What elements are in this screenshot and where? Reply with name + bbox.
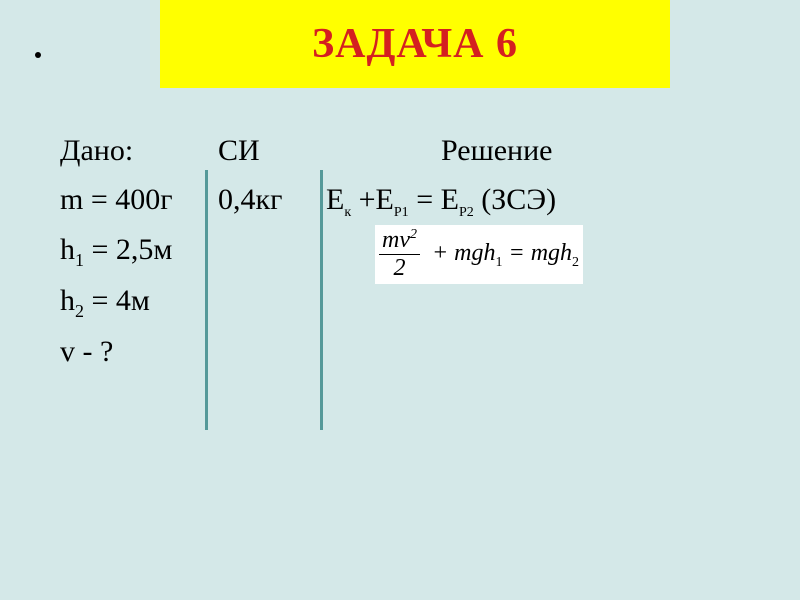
given-h2: h2 = 4м: [30, 278, 218, 325]
fraction-bottom: 2: [379, 255, 420, 282]
h1-value: = 2,5м: [84, 233, 172, 266]
row-headers: Дано: СИ Решение: [30, 128, 780, 173]
label-si: СИ: [218, 128, 326, 173]
eq-sub-p2: Р2: [459, 205, 474, 220]
h2-value: = 4м: [84, 284, 150, 317]
frac-exp: 2: [410, 227, 417, 242]
row-h2: h2 = 4м: [30, 278, 780, 325]
formula-middle: + mgh: [426, 240, 496, 266]
eq-E1: Е: [326, 183, 344, 216]
given-mass: m = 400г: [30, 177, 218, 223]
label-solution: Решение: [326, 128, 552, 173]
si-mass: 0,4кг: [218, 177, 326, 223]
formula-sub2: 2: [572, 255, 579, 270]
formula-sub1: 1: [496, 255, 503, 270]
fraction-top: mv2: [379, 227, 420, 255]
given-h1: h1 = 2,5м: [30, 227, 218, 274]
h2-prefix: h: [60, 284, 75, 317]
header-title: ЗАДАЧА 6: [312, 20, 518, 68]
formula-equals: = mgh: [503, 240, 573, 266]
h2-sub: 2: [75, 301, 84, 321]
header-banner: ЗАДАЧА 6: [160, 0, 670, 88]
eq-equals: = Е: [409, 183, 459, 216]
eq-plus: +Е: [351, 183, 394, 216]
formula-box: mv2 2 + mgh1 = mgh2: [375, 225, 583, 284]
h1-sub: 1: [75, 250, 84, 270]
row-v: v - ?: [30, 329, 780, 374]
divider-1: [205, 170, 208, 430]
energy-equation: Ек +ЕР1 = ЕР2 (ЗСЭ): [326, 177, 556, 223]
eq-sub-p1: Р1: [394, 205, 409, 220]
formula-fraction: mv2 2: [379, 227, 420, 282]
given-v: v - ?: [30, 329, 218, 374]
eq-suffix: (ЗСЭ): [474, 183, 556, 216]
label-given: Дано:: [30, 128, 218, 173]
bullet-point: [35, 52, 41, 58]
frac-mv: mv: [382, 227, 410, 253]
divider-2: [320, 170, 323, 430]
h1-prefix: h: [60, 233, 75, 266]
row-mass: m = 400г 0,4кг Ек +ЕР1 = ЕР2 (ЗСЭ): [30, 177, 780, 223]
